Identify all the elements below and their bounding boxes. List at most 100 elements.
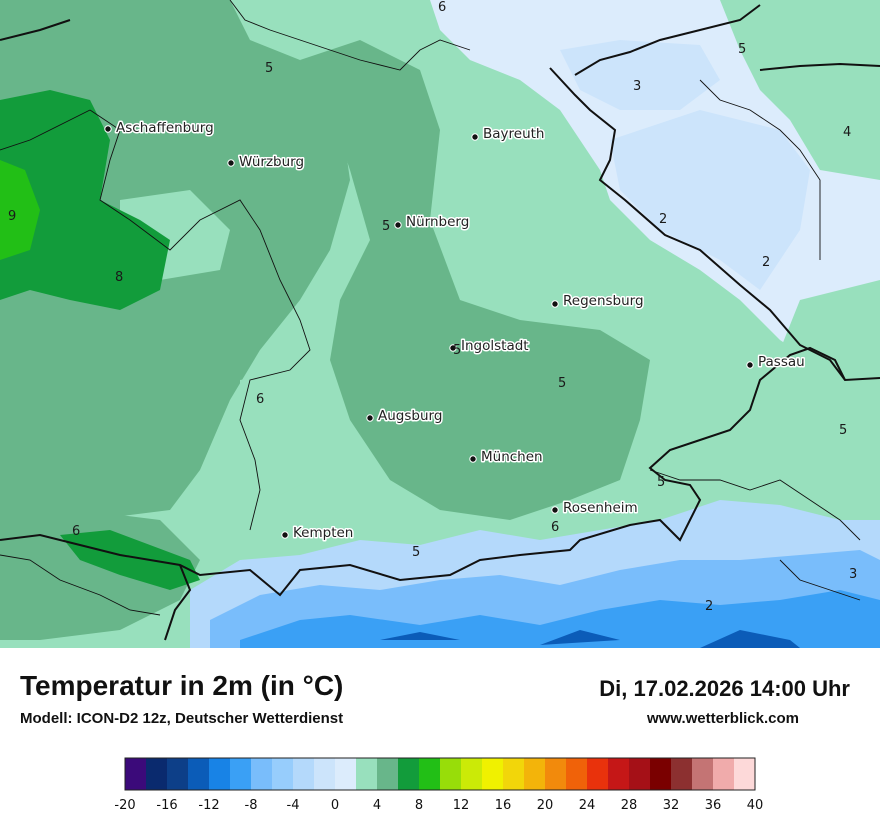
legend-swatch [188,758,210,790]
city-label: Bayreuth [483,126,545,142]
legend-swatch [356,758,378,790]
legend-swatch [629,758,651,790]
country-borders [0,4,880,641]
alps-deep-cold-patches [380,630,800,648]
isoline-label: 6 [438,0,446,15]
isoline-label: 8 [115,270,123,285]
legend-tick: 12 [453,798,470,813]
legend-swatch [398,758,420,790]
mild-region-ne-corner [720,0,880,180]
warm-region-central [300,40,650,520]
city-label: Ingolstadt [461,338,529,354]
isoline-label: 5 [738,42,746,57]
map-footer: Temperatur in 2m (in °C) Modell: ICON-D2… [0,648,880,830]
legend-swatch [608,758,630,790]
model-source: Modell: ICON-D2 12z, Deutscher Wetterdie… [20,710,344,727]
warm-patch-sw-alps [60,530,200,590]
legend-frame [124,757,756,791]
legend-tick: -16 [156,798,177,813]
legend-tick: 28 [621,798,638,813]
mild-patch-central-west [240,370,330,500]
city-munchen: München [469,448,544,467]
legend-swatch [482,758,504,790]
state-borders [0,0,861,616]
isoline-label: 2 [659,212,667,227]
legend-swatch [692,758,714,790]
city-rosenheim: Rosenheim [551,499,639,518]
isoline-label: 6 [551,520,559,535]
city-label: München [481,449,543,465]
legend-swatch [461,758,483,790]
city-ingolstadt: Ingolstadt [449,337,530,356]
city-augsburg: Augsburg [366,407,444,426]
legend-swatch [230,758,252,790]
isoline-label: 6 [256,392,264,407]
city-wurzburg: Würzburg [227,153,306,172]
isoline-label: 5 [453,343,461,358]
isoline-label: 3 [633,79,641,94]
legend-swatch [272,758,294,790]
city-kempten: Kempten [281,524,355,543]
city-label: Aschaffenburg [116,120,214,136]
isoline-label: 4 [843,125,851,140]
legend-swatch [524,758,546,790]
legend-swatch [650,758,672,790]
city-label: Würzburg [239,154,304,170]
isoline-label: 9 [8,209,16,224]
isoline-label: 5 [839,423,847,438]
cool-patch-east [610,110,810,290]
city-label: Kempten [293,525,353,541]
legend-swatch [440,758,462,790]
legend-swatches [125,758,756,790]
isoline-label: 5 [265,61,273,76]
legend-swatch [167,758,189,790]
city-label: Augsburg [378,408,442,424]
isoline-label: 5 [657,475,665,490]
legend-tick: 20 [537,798,554,813]
legend-swatch [209,758,231,790]
city-label: Nürnberg [406,214,469,230]
legend-swatch [713,758,735,790]
city-aschaffenburg: Aschaffenburg [104,119,215,138]
weather-map: Aschaffenburg Würzburg Bayreuth Nürnberg… [0,0,880,649]
legend-tick: -8 [245,798,258,813]
city-label: Passau [758,354,805,370]
isoline-label: 2 [762,255,770,270]
legend-ticks: -20 -16 -12 -8 -4 0 4 8 12 16 20 24 28 3… [114,798,763,813]
city-label: Regensburg [563,293,644,309]
legend-swatch [251,758,273,790]
legend-tick: 16 [495,798,512,813]
legend-swatch [503,758,525,790]
website-link[interactable]: www.wetterblick.com [647,710,799,727]
legend-swatch [314,758,336,790]
legend-swatch [671,758,693,790]
legend-tick: 32 [663,798,680,813]
legend-swatch [125,758,147,790]
city-regensburg: Regensburg [551,292,645,311]
valid-datetime: Di, 17.02.2026 14:00 Uhr [599,676,850,701]
legend-tick: 0 [331,798,339,813]
legend-swatch [587,758,609,790]
isoline-label: 5 [558,376,566,391]
legend-swatch [146,758,168,790]
isoline-label: 6 [72,524,80,539]
alps-coldest-region [240,590,880,648]
legend-tick: 4 [373,798,381,813]
legend-tick: 36 [705,798,722,813]
color-legend: -20 -16 -12 -8 -4 0 4 8 12 16 20 24 28 3… [114,757,763,813]
legend-swatch [566,758,588,790]
city-markers: Aschaffenburg Würzburg Bayreuth Nürnberg… [104,119,806,543]
city-label: Rosenheim [563,500,638,516]
legend-tick: 24 [579,798,596,813]
legend-swatch [734,758,756,790]
legend-tick: -4 [287,798,300,813]
city-bayreuth: Bayreuth [471,125,546,144]
isoline-label: 5 [412,545,420,560]
warmest-region-nw [0,90,170,310]
legend-swatch [293,758,315,790]
legend-swatch [377,758,399,790]
isoline-label: 2 [705,599,713,614]
warmest-core-nw [0,160,40,260]
legend-swatch [419,758,441,790]
legend-swatch [335,758,357,790]
